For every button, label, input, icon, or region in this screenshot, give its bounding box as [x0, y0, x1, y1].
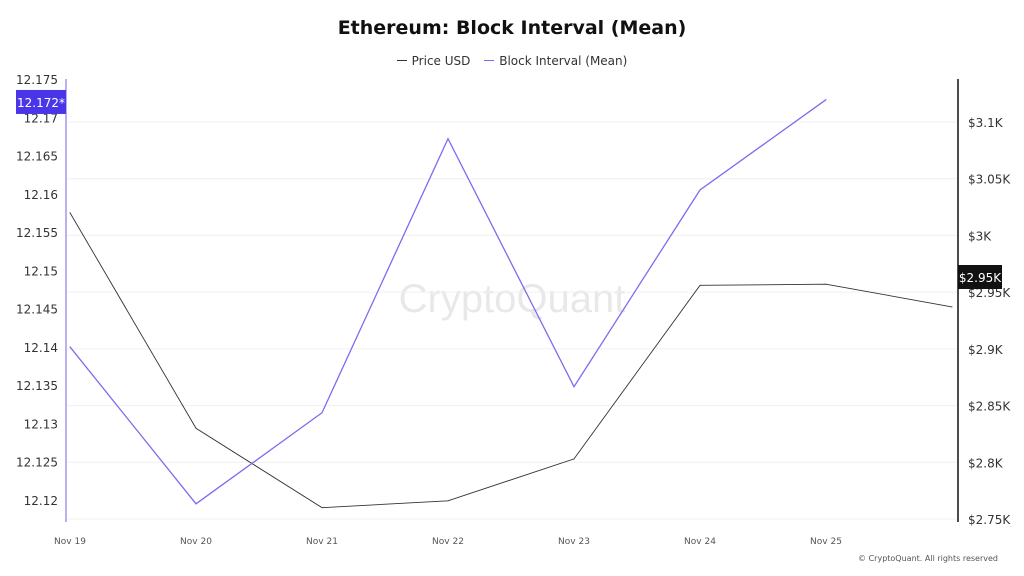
right-tick-label: $2.95K: [968, 286, 1011, 300]
left-tick-label: 12.175: [16, 73, 58, 87]
right-tick-label: $3.05K: [968, 173, 1011, 187]
block-interval-line: [69, 99, 827, 505]
price-line: [69, 212, 953, 509]
current-left-badge: [16, 89, 66, 114]
right-tick-label: $2.9K: [968, 343, 1004, 357]
right-tick-label: $2.85K: [968, 400, 1011, 414]
legend-item-block-interval[interactable]: Block Interval (Mean): [484, 54, 627, 68]
right-tick-label: $3K: [968, 229, 992, 243]
chart-title: Ethereum: Block Interval (Mean): [337, 17, 687, 39]
copyright: © CryptoQuant. All rights reserved: [858, 554, 998, 563]
x-tick-label: Nov 19: [54, 537, 86, 547]
x-tick-label: Nov 25: [810, 537, 842, 547]
left-tick-label: 12.17: [24, 111, 58, 125]
legend-label: Block Interval (Mean): [499, 53, 628, 68]
left-tick-label: 12.165: [16, 150, 58, 164]
legend-label: Price USD: [411, 53, 471, 68]
current-left-value: 12.172*: [17, 96, 65, 110]
right-tick-label: $2.75K: [968, 513, 1011, 527]
left-tick-label: 12.155: [16, 226, 58, 240]
left-tick-label: 12.135: [16, 379, 58, 393]
x-tick-label: Nov 21: [306, 537, 338, 547]
left-tick-label: 12.16: [24, 188, 58, 202]
x-tick-label: Nov 24: [684, 537, 716, 547]
legend: Price USD Block Interval (Mean): [0, 50, 1024, 68]
left-tick-label: 12.12: [24, 494, 58, 508]
left-tick-label: 12.125: [16, 456, 58, 470]
x-tick-label: Nov 20: [180, 537, 212, 547]
right-tick-label: $2.8K: [968, 456, 1004, 470]
x-tick-label: Nov 23: [558, 537, 590, 547]
left-tick-label: 12.15: [24, 264, 58, 278]
x-tick-label: Nov 22: [432, 537, 464, 547]
watermark: CryptoQuant: [399, 277, 626, 321]
left-tick-label: 12.145: [16, 303, 58, 317]
right-tick-label: $3.1K: [968, 116, 1004, 130]
left-tick-label: 12.13: [24, 417, 58, 431]
current-right-badge: [958, 265, 1002, 289]
current-right-value: $2.95K: [959, 271, 1002, 285]
left-tick-label: 12.14: [24, 341, 58, 355]
legend-item-price[interactable]: Price USD: [396, 53, 471, 68]
